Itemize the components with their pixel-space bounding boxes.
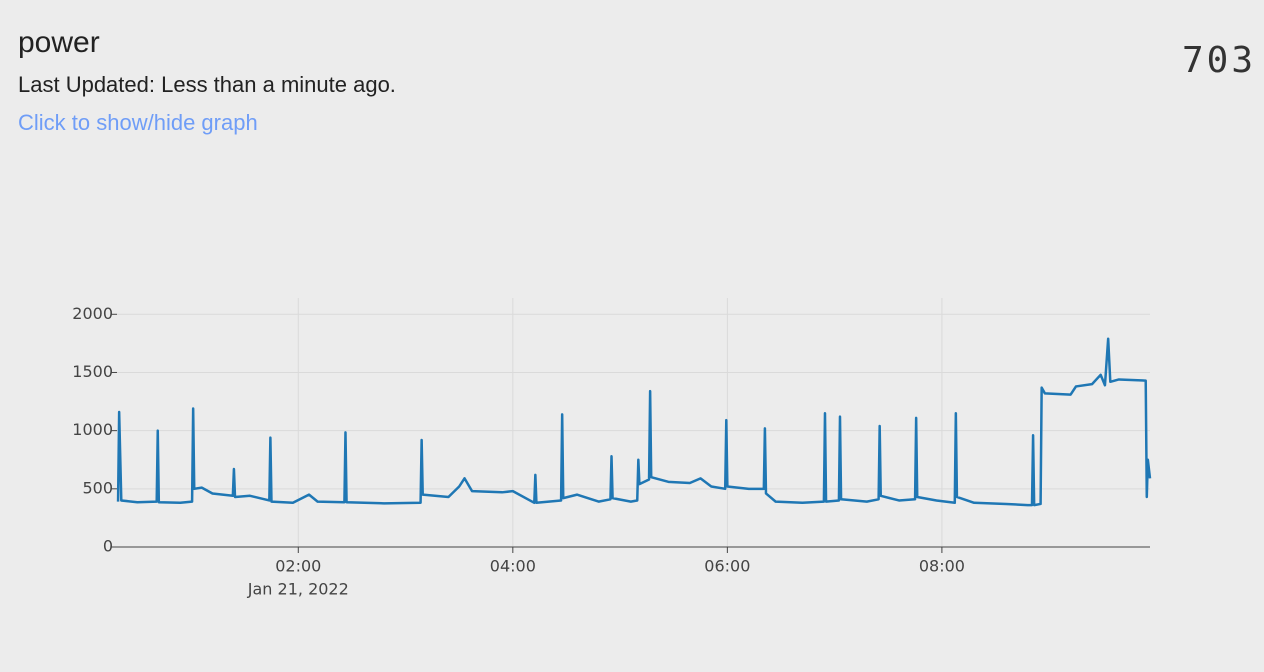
toggle-graph-link[interactable]: Click to show/hide graph bbox=[18, 110, 258, 135]
x-tick-label: 02:00 bbox=[275, 557, 321, 576]
last-updated: Last Updated: Less than a minute ago. bbox=[18, 72, 396, 97]
y-tick-label: 0 bbox=[103, 537, 113, 556]
y-tick-label: 2000 bbox=[72, 304, 113, 323]
x-date-label: Jan 21, 2022 bbox=[247, 580, 349, 599]
x-tick-label: 04:00 bbox=[490, 557, 536, 576]
y-tick-label: 1500 bbox=[72, 362, 113, 381]
x-tick-label: 08:00 bbox=[919, 557, 965, 576]
y-tick-label: 1000 bbox=[72, 420, 113, 439]
y-tick-label: 500 bbox=[82, 478, 113, 497]
page-title: power bbox=[18, 26, 100, 59]
current-value: 703 bbox=[1181, 40, 1256, 81]
line-series bbox=[116, 337, 1152, 507]
x-tick-label: 06:00 bbox=[704, 557, 750, 576]
